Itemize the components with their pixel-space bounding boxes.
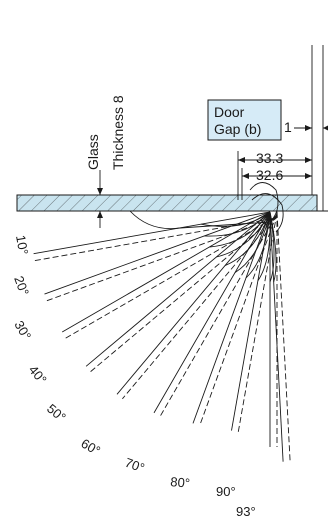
swing-dashed-line-30 — [65, 217, 274, 339]
angle-label-30: 30° — [11, 318, 34, 343]
hinge-closed — [129, 182, 284, 233]
swing-dashed-line-20 — [46, 218, 273, 302]
angle-label-93: 93° — [236, 504, 256, 519]
glass-panel — [16, 194, 318, 212]
dimension-32-6: 32.6 — [256, 167, 283, 183]
arrow-right-icon — [305, 125, 312, 131]
glass-hatching — [17, 195, 317, 211]
arrow-left-icon — [242, 173, 249, 179]
glass-label-line2: Thickness 8 — [110, 95, 126, 170]
swing-line-40 — [85, 211, 271, 367]
swing-dashed-line-40 — [90, 217, 275, 372]
angle-labels: 10° 20° 30° 40° 50° 60° 70° 80° 90° 93° — [11, 234, 255, 519]
door-gap-line2: Gap (b) — [214, 121, 261, 137]
door-gap-callout: Door Gap (b) 1 — [207, 99, 328, 141]
angle-label-10: 10° — [13, 234, 31, 256]
swing-dashed-line-93 — [276, 211, 291, 462]
swing-line-93 — [269, 211, 284, 462]
hinge-outline — [129, 182, 279, 230]
arrow-right-icon — [305, 157, 312, 163]
angle-label-60: 60° — [79, 436, 104, 459]
swing-positions — [33, 211, 291, 462]
swing-line-20 — [44, 211, 271, 295]
angle-label-70: 70° — [123, 455, 147, 476]
hinge-arc-93 — [269, 211, 277, 283]
swing-line-60 — [153, 211, 271, 414]
arrow-left-icon — [323, 125, 328, 131]
arrow-up-icon — [97, 211, 103, 218]
angle-label-50: 50° — [44, 401, 69, 425]
gap-value: 1 — [284, 119, 292, 135]
angle-label-40: 40° — [26, 362, 50, 387]
hinge-knuckle — [251, 193, 284, 233]
swing-dashed-line-50 — [122, 216, 276, 400]
swing-line-80 — [231, 211, 271, 431]
arrow-down-icon — [97, 188, 103, 195]
glass-label-line1: Glass — [85, 134, 101, 170]
swing-line-30 — [61, 211, 271, 333]
swing-line-10 — [33, 211, 271, 255]
door-gap-line1: Door — [214, 104, 245, 120]
angle-label-20: 20° — [11, 274, 32, 298]
angle-label-80: 80° — [170, 474, 191, 491]
arrow-right-icon — [305, 173, 312, 179]
angle-label-90: 90° — [216, 484, 236, 499]
dimension-33-3: 33.3 — [256, 150, 283, 166]
width-dimensions: 33.3 32.6 — [237, 150, 312, 200]
hinge-arc-70 — [245, 211, 271, 279]
swing-line-50 — [116, 211, 271, 395]
arrow-left-icon — [238, 157, 245, 163]
swing-line-70 — [192, 211, 271, 424]
door-gap-box — [207, 99, 282, 141]
swing-dashed-line-80 — [237, 213, 278, 432]
glass-thickness-dimension: Glass Thickness 8 — [85, 95, 126, 228]
